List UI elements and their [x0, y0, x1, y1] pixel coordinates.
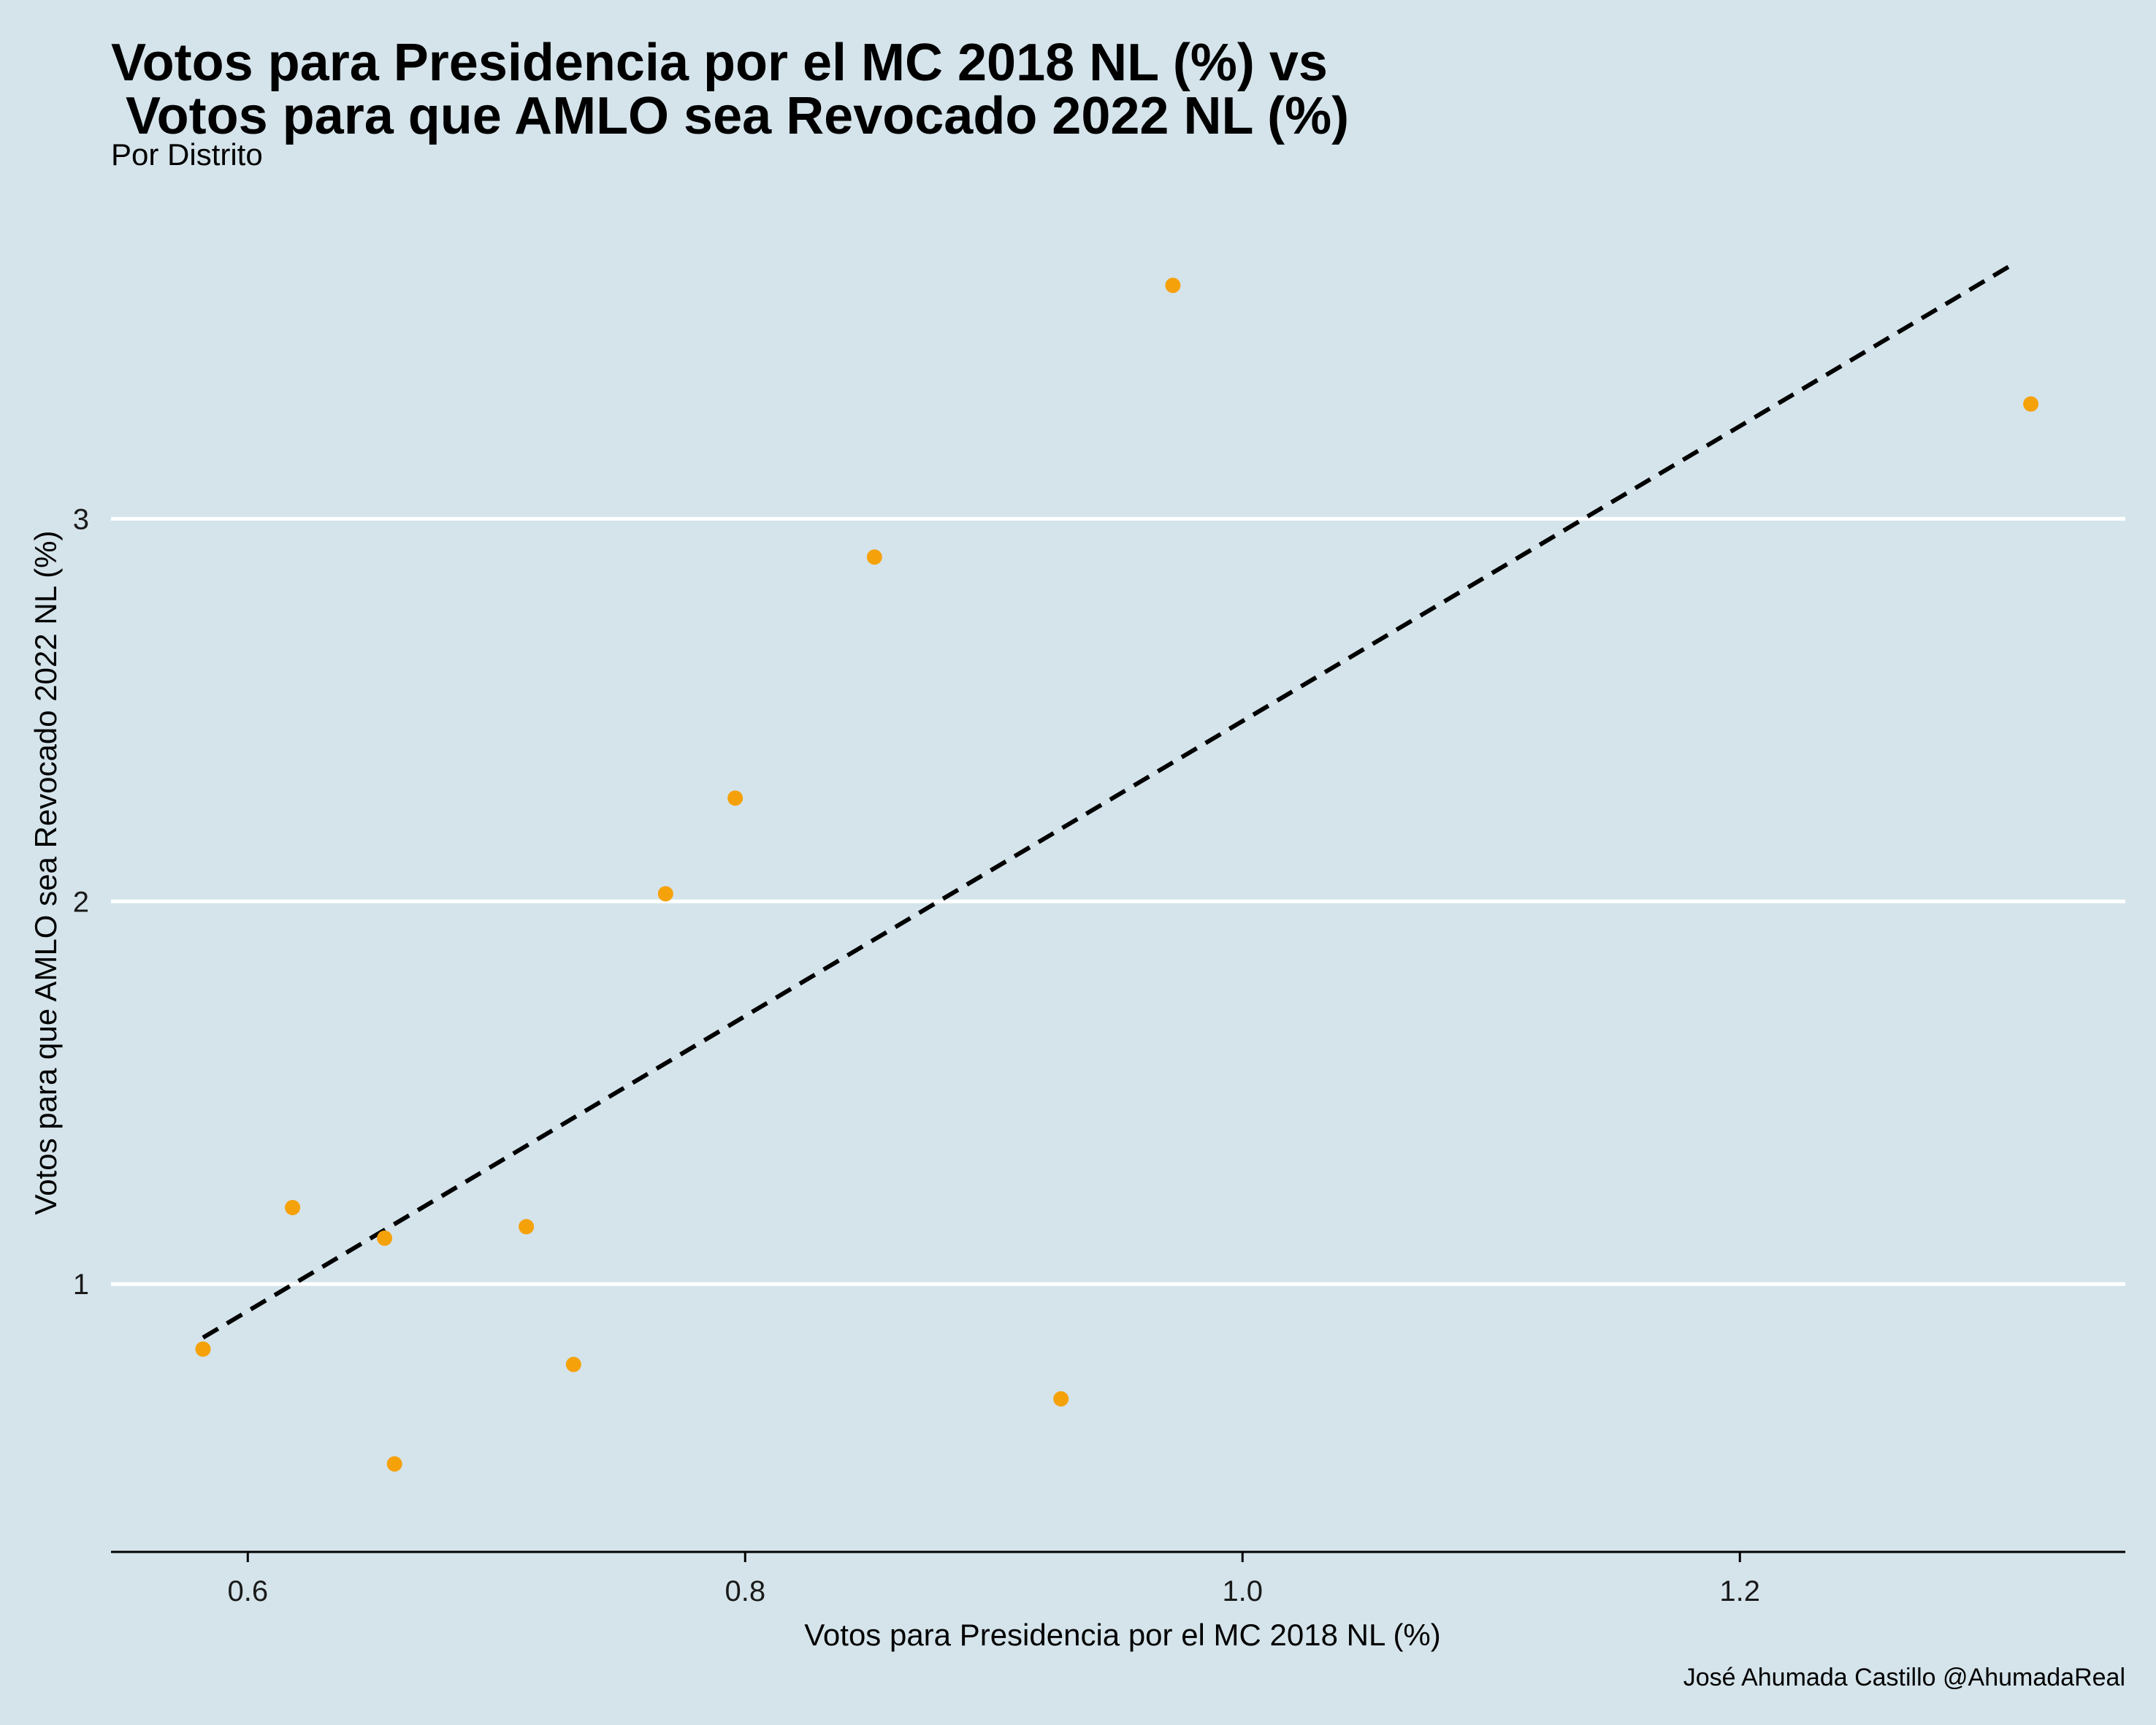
data-point-1 [195, 1341, 211, 1357]
trend-line [202, 260, 2017, 1340]
x-axis-title: Votos para Presidencia por el MC 2018 NL… [804, 1618, 1441, 1652]
y-axis-title: Votos para que AMLO sea Revocado 2022 NL… [28, 530, 63, 1215]
data-point-5 [519, 1219, 535, 1235]
y-tick-label-1: 1 [73, 1269, 89, 1301]
grid-lines [111, 516, 2125, 1286]
x-tick-label-3: 1.2 [1719, 1575, 1760, 1607]
data-point-2 [285, 1199, 301, 1215]
y-tick-label-2: 2 [73, 886, 89, 918]
data-point-6 [565, 1356, 581, 1372]
chart-caption: José Ahumada Castillo @AhumadaReal [1683, 1664, 2125, 1691]
y-tick-label-3: 3 [73, 503, 89, 535]
x-axis: 0.6 0.8 1.0 1.2 [111, 1550, 2125, 1607]
data-point-3 [377, 1230, 393, 1246]
chart-subtitle: Por Distrito [111, 137, 263, 172]
x-tick-label-1: 0.8 [725, 1575, 765, 1607]
x-tick-label-0: 0.6 [227, 1575, 268, 1607]
data-point-8 [727, 790, 743, 806]
y-tick-labels: 1 2 3 [73, 503, 89, 1301]
data-point-12 [2023, 396, 2039, 412]
data-point-7 [657, 886, 673, 902]
title-line-2: Votos para que AMLO sea Revocado 2022 NL… [111, 87, 1349, 145]
data-point-9 [866, 549, 882, 565]
data-points [195, 278, 2039, 1472]
x-tick-label-2: 1.0 [1222, 1575, 1263, 1607]
title-line-1: Votos para Presidencia por el MC 2018 NL… [111, 34, 1328, 92]
data-point-4 [386, 1456, 402, 1472]
chart-title: Votos para Presidencia por el MC 2018 NL… [111, 34, 1349, 145]
trend-line-group [202, 260, 2017, 1340]
data-point-10 [1053, 1391, 1069, 1407]
data-point-11 [1165, 278, 1181, 294]
